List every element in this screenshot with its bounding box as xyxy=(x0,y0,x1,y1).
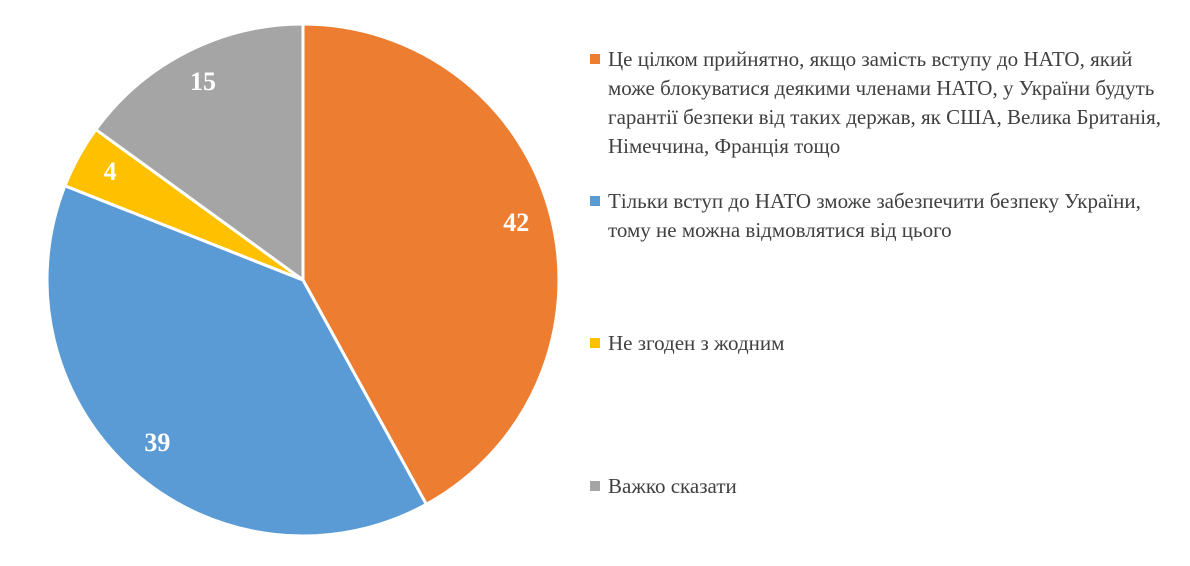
pie-slice xyxy=(301,22,561,507)
legend-label: Це цілком прийнятно, якщо замість вступу… xyxy=(608,47,1162,158)
legend-label: Важко сказати xyxy=(608,474,737,498)
legend-marker xyxy=(590,338,600,348)
pie-slice xyxy=(45,183,429,538)
legend-marker xyxy=(590,196,600,206)
legend-label: Тільки вступ до НАТО зможе забезпечити б… xyxy=(608,189,1141,242)
legend-label: Не згоден з жодним xyxy=(608,331,785,355)
chart: 42 39 4 15 xyxy=(45,22,561,538)
legend-marker xyxy=(590,481,600,491)
data-label: 39 xyxy=(144,428,170,457)
legend-item: Важко сказати xyxy=(590,472,1165,501)
legend-item: Не згоден з жодним xyxy=(590,329,1165,358)
legend-marker xyxy=(590,54,600,64)
pie-slice xyxy=(93,22,305,283)
legend-item: Це цілком прийнятно, якщо замість вступу… xyxy=(590,45,1165,161)
data-label: 15 xyxy=(190,67,216,96)
data-label: 42 xyxy=(503,208,529,237)
data-label: 4 xyxy=(104,157,117,186)
legend-item: Тільки вступ до НАТО зможе забезпечити б… xyxy=(590,187,1165,245)
